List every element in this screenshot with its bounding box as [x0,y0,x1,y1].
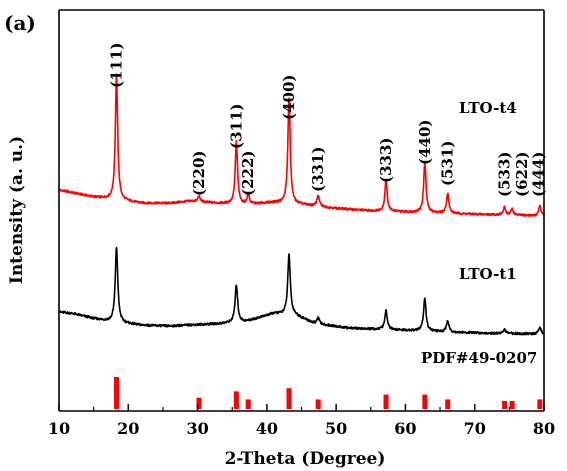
peak-annotations: (111) (220) (311)(222) (400) (331) (333) (440)… [108,42,548,197]
peak-annotation: (400) [280,74,298,120]
reference-line [114,377,120,409]
peak-annotation: (331) [309,146,327,192]
panel-label: (a) [4,11,36,35]
reference-line [537,399,543,409]
reference-line [422,394,428,409]
x-tick-label: 50 [325,419,347,438]
x-axis-title: 2-Theta (Degree) [225,449,386,469]
reference-layer [114,377,543,409]
peak-annotation: (111) [108,42,126,88]
series-line-lto-t4 [58,73,545,218]
peak-annotation: (533) [496,151,514,197]
reference-line [315,399,321,409]
peak-annotation: (220) [190,150,208,196]
x-tick-label: 20 [117,419,139,438]
peak-annotation: (444) [529,151,547,197]
reference-label: PDF#49-0207 [421,349,537,367]
plot-frame [58,9,545,412]
reference-line [245,399,251,409]
x-ticks: 10 20 30 40 50 60 70 80 [48,404,555,438]
y-axis-title: Intensity (a. u.) [7,136,27,284]
reference-line [196,397,202,409]
peak-annotation: (222) [239,150,257,196]
x-tick-label: 80 [533,419,555,438]
x-tick-label: 60 [394,419,416,438]
series-layer [58,73,545,336]
reference-line [445,399,451,409]
series-label-lto-t4: LTO-t4 [459,99,517,117]
peak-annotation: (311) [227,103,245,149]
peak-annotation: (333) [377,137,395,183]
series-label-lto-t1: LTO-t1 [459,265,517,283]
reference-line [383,394,389,409]
x-tick-label: 30 [186,419,208,438]
reference-line [233,391,239,409]
reference-line [502,401,508,409]
series-line-lto-t1 [58,246,545,336]
reference-line [286,388,292,409]
reference-line [509,401,515,409]
x-tick-label: 10 [48,419,70,438]
x-tick-label: 40 [256,419,278,438]
peak-annotation: (622) [513,151,531,197]
peak-annotation: (531) [439,140,457,186]
x-tick-label: 70 [464,419,486,438]
peak-annotation: (440) [416,119,434,165]
